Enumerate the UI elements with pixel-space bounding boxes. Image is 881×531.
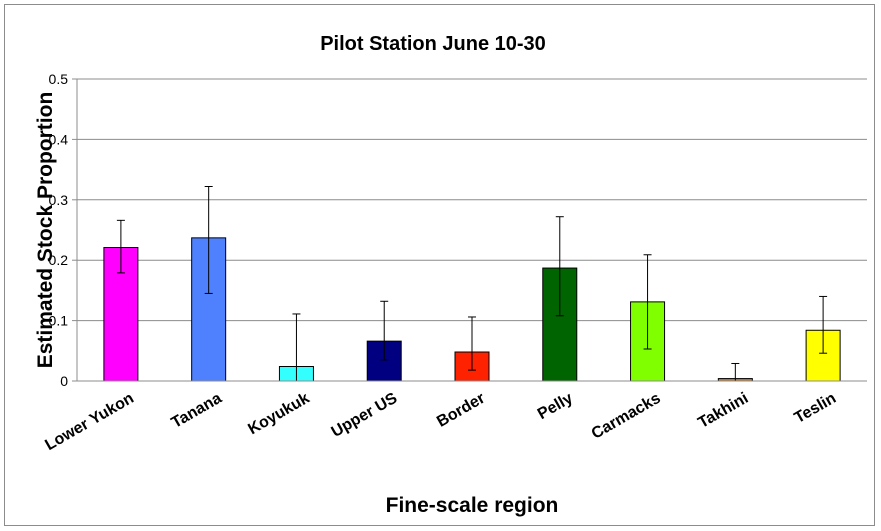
y-axis-ticks: 0 0.1 0.2 0.3 0.4 0.5 bbox=[49, 71, 69, 389]
y-tick-label: 0.1 bbox=[49, 313, 69, 329]
y-tick-label: 0.5 bbox=[49, 71, 69, 87]
x-tick-label: Carmacks bbox=[589, 390, 664, 443]
x-axis-label: Fine-scale region bbox=[386, 494, 559, 517]
error-bar-upper-us bbox=[380, 300, 389, 361]
y-tick-label: 0 bbox=[60, 373, 68, 389]
error-bar-border bbox=[468, 316, 476, 371]
x-tick-label: Border bbox=[434, 390, 488, 431]
error-bar-lower-yukon bbox=[116, 219, 125, 274]
y-tick-label: 0.3 bbox=[49, 192, 69, 208]
bar-chart: Pilot Station June 10-30 0 0.1 0.2 0.3 0.4 0.… bbox=[34, 33, 867, 517]
x-tick-label: Teslin bbox=[792, 390, 840, 427]
y-axis-label: Estimated Stock Proportion bbox=[34, 92, 57, 369]
x-tick-label: Upper US bbox=[329, 390, 401, 441]
bars bbox=[103, 237, 841, 382]
error-bars bbox=[116, 186, 828, 382]
y-tick-label: 0.2 bbox=[49, 252, 69, 268]
error-bar-carmacks bbox=[643, 254, 652, 350]
error-bar-teslin bbox=[819, 295, 828, 354]
y-tick-label: 0.4 bbox=[49, 131, 69, 147]
x-tick-label: Takhini bbox=[695, 390, 751, 432]
x-tick-label: Pelly bbox=[535, 390, 576, 423]
chart-title: Pilot Station June 10-30 bbox=[320, 33, 546, 55]
x-tick-label: Koyukuk bbox=[245, 390, 312, 439]
error-bar-pelly bbox=[555, 216, 564, 317]
x-axis-ticks: Lower Yukon Tanana Koyukuk Upper US Border Pe… bbox=[42, 390, 839, 455]
x-tick-label: Tanana bbox=[169, 390, 225, 432]
chart-frame: Pilot Station June 10-30 0 0.1 0.2 0.3 0.4 0.… bbox=[4, 4, 875, 526]
error-bar-tanana bbox=[204, 186, 213, 294]
x-tick-label: Lower Yukon bbox=[42, 390, 136, 454]
